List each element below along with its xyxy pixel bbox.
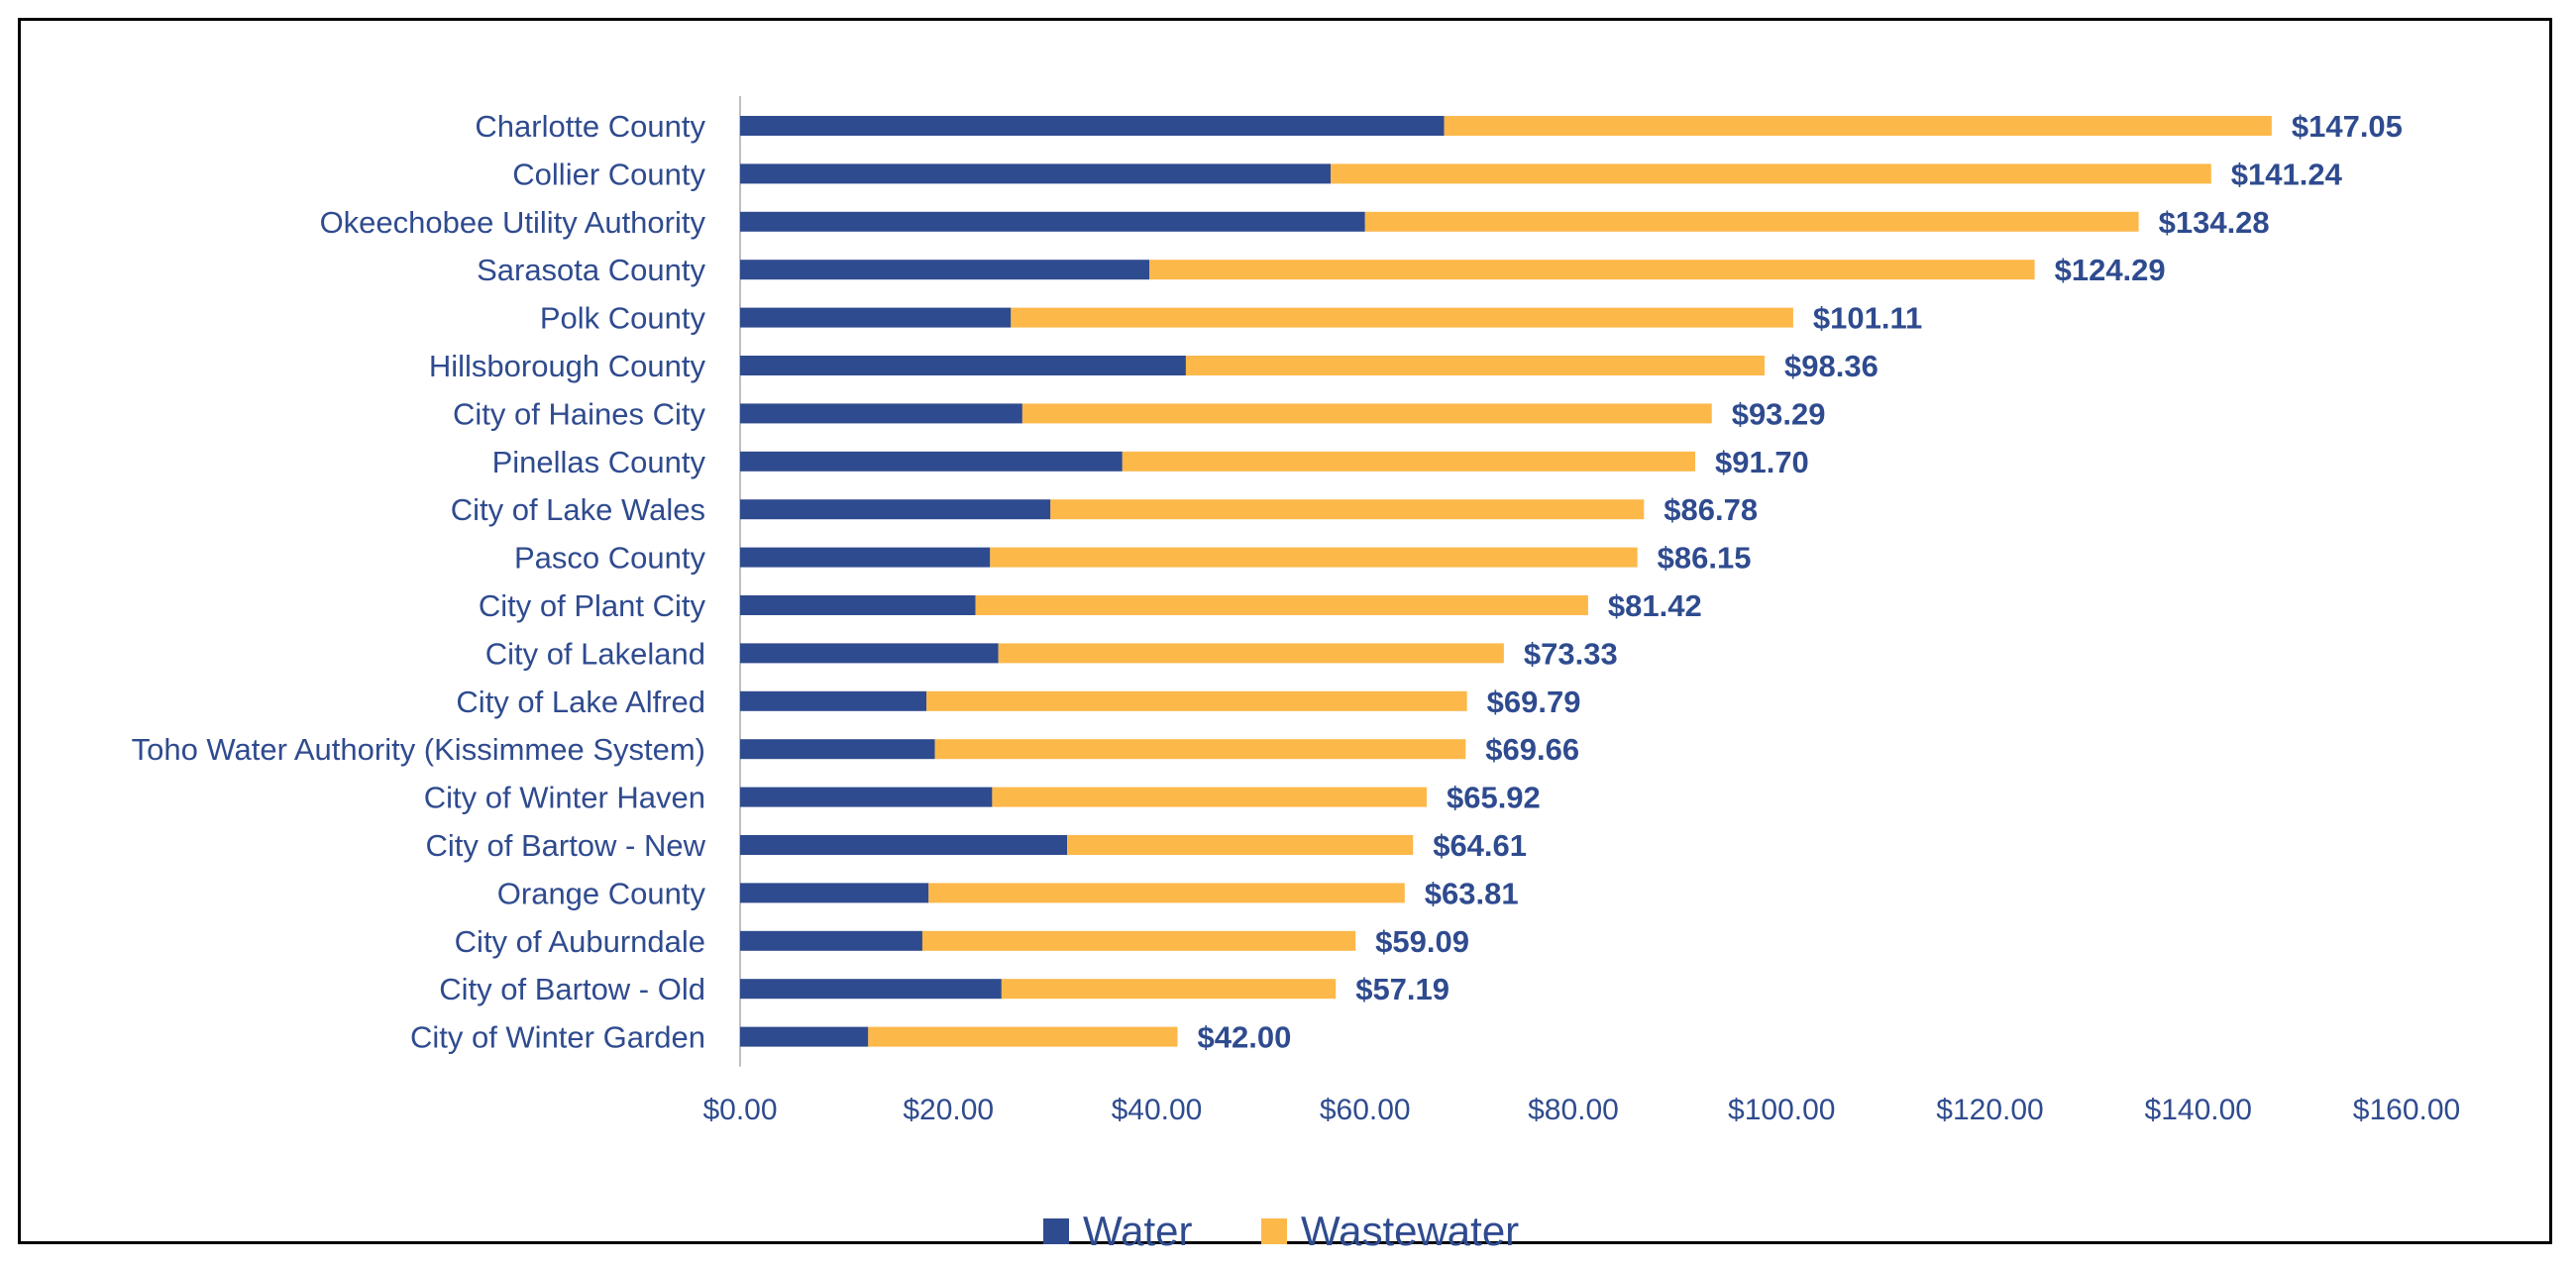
total-label: $86.15 — [1658, 541, 1752, 576]
bar-water — [740, 211, 1365, 232]
bar-wastewater — [1185, 356, 1766, 375]
total-label: $63.81 — [1425, 876, 1519, 910]
x-tick-label: $20.00 — [903, 1094, 994, 1126]
bar-water — [740, 499, 1051, 520]
bar-water — [740, 307, 1012, 328]
x-tick-label: $60.00 — [1320, 1094, 1411, 1126]
category-label: Okeechobee Utility Authority — [320, 205, 706, 240]
total-label: $98.36 — [1784, 349, 1878, 383]
total-label: $42.00 — [1198, 1020, 1292, 1055]
bar-wastewater — [1444, 116, 2272, 136]
bar-wastewater — [1067, 835, 1414, 855]
category-label: City of Lake Wales — [451, 492, 705, 527]
total-label: $91.70 — [1715, 445, 1809, 479]
category-label: City of Lakeland — [485, 636, 705, 671]
total-label: $124.29 — [2055, 253, 2166, 287]
category-label: City of Auburndale — [455, 924, 705, 959]
total-label: $101.11 — [1813, 301, 1922, 336]
category-label: City of Haines City — [453, 396, 705, 431]
total-label: $141.24 — [2231, 157, 2343, 191]
category-label: Pinellas County — [492, 445, 706, 479]
x-tick-label: $80.00 — [1528, 1094, 1619, 1126]
bar-water — [740, 260, 1150, 280]
category-label: Toho Water Authority (Kissimmee System) — [132, 732, 705, 767]
category-label: City of Bartow - Old — [439, 972, 705, 1006]
bar-wastewater — [1050, 499, 1645, 520]
bar-water — [740, 116, 1445, 136]
category-label: Collier County — [512, 157, 705, 191]
bar-water — [740, 883, 929, 903]
bar-wastewater — [926, 690, 1467, 711]
total-label: $81.42 — [1608, 588, 1702, 623]
total-label: $86.78 — [1664, 492, 1758, 527]
bar-wastewater — [1021, 403, 1712, 424]
total-label: $64.61 — [1433, 828, 1527, 863]
bar-wastewater — [1001, 979, 1337, 1000]
category-label: Orange County — [497, 876, 706, 910]
x-tick-label: $100.00 — [1728, 1094, 1835, 1126]
bar-wastewater — [1364, 211, 2139, 232]
category-label: City of Bartow - New — [425, 828, 705, 863]
bar-wastewater — [921, 930, 1356, 951]
bar-wastewater — [868, 1026, 1178, 1047]
bar-water — [740, 739, 935, 760]
x-tick-label: $0.00 — [702, 1094, 777, 1126]
total-label: $65.92 — [1447, 781, 1541, 815]
legend-swatch-wastewater — [1261, 1218, 1287, 1244]
bar-water — [740, 787, 993, 807]
total-label: $59.09 — [1375, 924, 1469, 959]
total-label: $93.29 — [1732, 396, 1826, 431]
bar-wastewater — [1122, 451, 1695, 472]
category-label: City of Lake Alfred — [456, 685, 705, 719]
bar-water — [740, 547, 991, 568]
category-label: Charlotte County — [475, 109, 705, 144]
total-label: $69.79 — [1487, 685, 1581, 719]
total-label: $69.66 — [1485, 732, 1579, 767]
bar-wastewater — [998, 643, 1504, 664]
category-label: City of Plant City — [479, 588, 706, 623]
legend-swatch-water — [1043, 1218, 1069, 1244]
legend-label: Wastewater — [1301, 1208, 1519, 1254]
total-label: $147.05 — [2292, 109, 2403, 144]
bar-water — [740, 163, 1332, 184]
bar-water — [740, 1026, 869, 1047]
bar-wastewater — [934, 739, 1466, 760]
category-label: City of Winter Garden — [410, 1020, 705, 1055]
bar-wastewater — [928, 883, 1405, 903]
bar-water — [740, 690, 927, 711]
bar-wastewater — [1149, 260, 2035, 280]
x-tick-label: $40.00 — [1112, 1094, 1203, 1126]
x-tick-label: $140.00 — [2145, 1094, 2252, 1126]
category-label: Hillsborough County — [429, 349, 706, 383]
category-label: Polk County — [540, 301, 706, 336]
bar-wastewater — [1331, 163, 2211, 184]
x-tick-label: $160.00 — [2353, 1094, 2460, 1126]
bar-water — [740, 403, 1022, 424]
bar-water — [740, 356, 1186, 375]
bar-wastewater — [1011, 307, 1793, 328]
total-label: $73.33 — [1524, 636, 1618, 671]
legend-label: Water — [1083, 1208, 1192, 1254]
category-label: Pasco County — [514, 541, 705, 576]
bar-water — [740, 930, 922, 951]
bar-water — [740, 835, 1068, 855]
bar-water — [740, 643, 999, 664]
category-label: Sarasota County — [477, 253, 705, 287]
total-label: $57.19 — [1355, 972, 1449, 1006]
category-label: City of Winter Haven — [424, 781, 705, 815]
bar-wastewater — [975, 595, 1588, 615]
bar-wastewater — [992, 787, 1427, 807]
bar-water — [740, 595, 976, 615]
total-label: $134.28 — [2159, 205, 2270, 240]
x-tick-label: $120.00 — [1936, 1094, 2043, 1126]
bar-wastewater — [990, 547, 1638, 568]
bar-water — [740, 451, 1123, 472]
bar-water — [740, 979, 1002, 1000]
